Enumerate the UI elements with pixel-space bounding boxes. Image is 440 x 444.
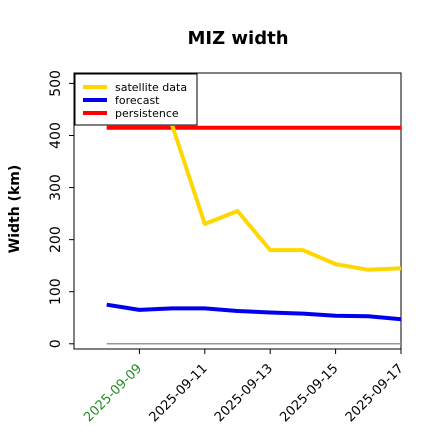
y-tick-label: 500 xyxy=(48,70,64,97)
x-tick-label: 2025-09-15 xyxy=(277,361,341,425)
series-line-forecast xyxy=(106,302,402,322)
x-tick-label: 2025-09-13 xyxy=(212,361,276,425)
y-tick-label: 100 xyxy=(48,278,64,305)
y-tick-label: 200 xyxy=(48,226,64,253)
series-line-satellite-data xyxy=(170,124,402,272)
chart-title: MIZ width xyxy=(187,28,288,49)
y-tick-label: 300 xyxy=(48,174,64,201)
legend-label-persistence: persistence xyxy=(115,107,179,120)
x-tick-label: 2025-09-11 xyxy=(147,361,211,425)
x-tick-label: 2025-09-09 xyxy=(81,361,145,425)
y-tick-label: 400 xyxy=(48,122,64,149)
plot-frame xyxy=(73,72,402,350)
y-tick-label: 0 xyxy=(48,339,64,348)
legend-label-forecast: forecast xyxy=(115,94,160,107)
y-axis-label: Width (km) xyxy=(7,165,23,254)
legend-label-satellite-data: satellite data xyxy=(115,81,187,94)
x-tick-label: 2025-09-17 xyxy=(343,361,407,425)
